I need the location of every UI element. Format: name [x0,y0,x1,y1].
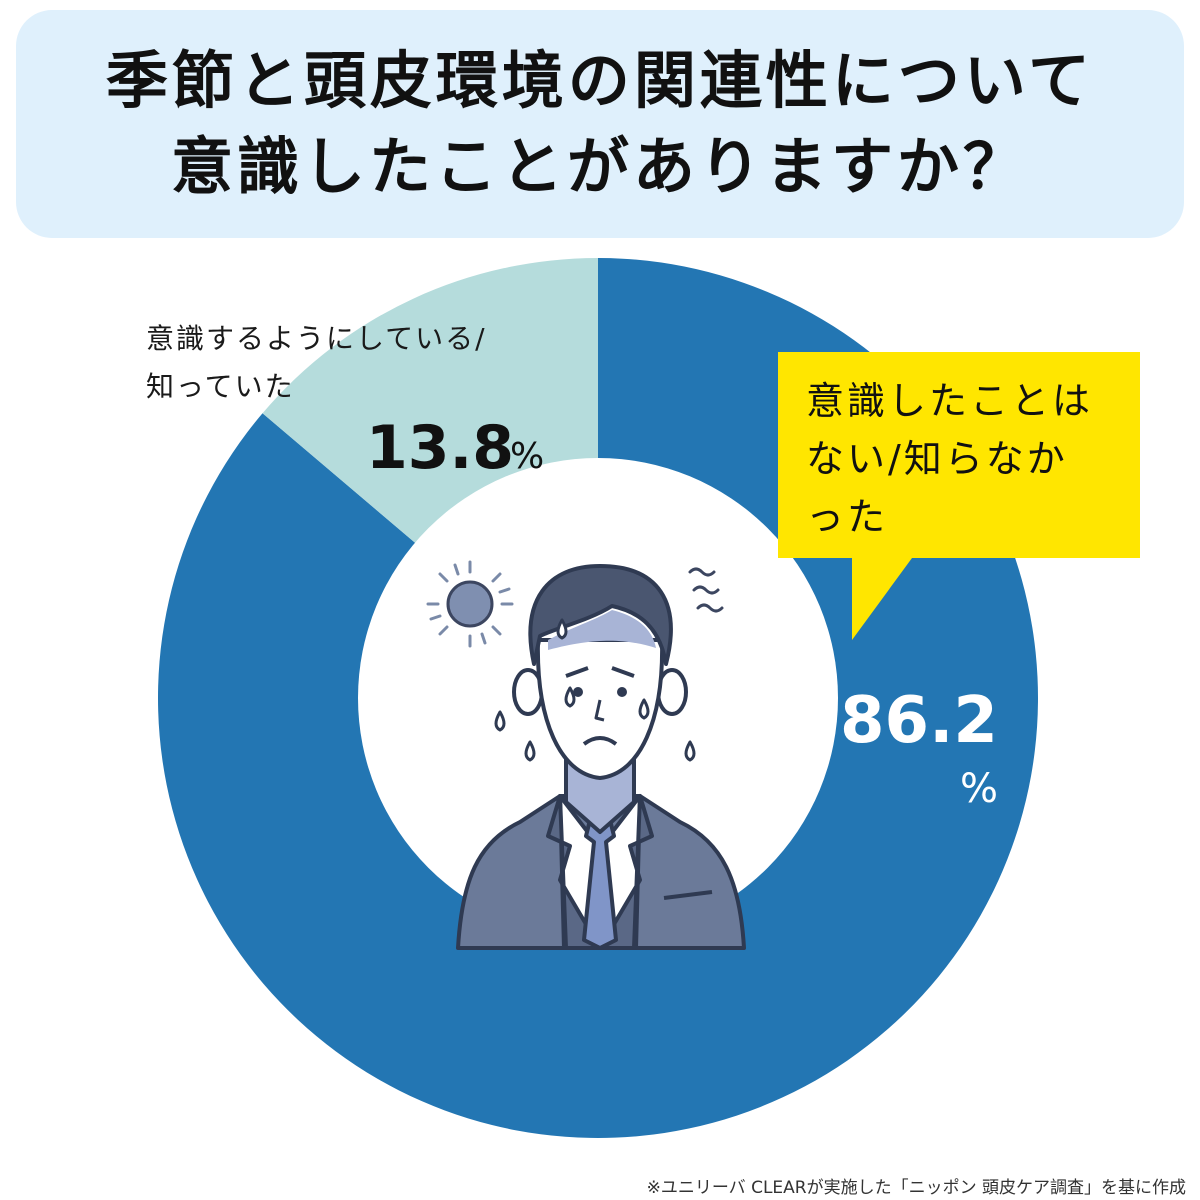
major-unit-label: % [960,766,998,812]
minor-value-label: 13.8 [366,413,514,483]
title-banner: 季節と頭皮環境の関連性について 意識したことがありますか？ [16,10,1184,238]
sun-icon [426,560,514,648]
minor-unit-label: % [510,436,544,477]
major-label-line-2: ない/知らなか [806,437,1068,481]
title-line-2: 意識したことがありますか？ [170,130,1029,203]
sweating-businessman-icon [456,564,746,950]
heat-wave-icon [688,567,724,613]
major-label-line-1: 意識したことは [806,379,1093,423]
minor-label-line-1: 意識するようにしている/ [146,322,487,355]
source-note: ※ユニリーバ CLEARが実施した「ニッポン 頭皮ケア調査」を基に作成 [646,1178,1186,1198]
major-label-line-3: った [806,495,888,539]
callout-box [778,352,1140,640]
major-value-label: 86.2 [840,684,998,758]
minor-label-line-2: 知っていた [146,370,295,403]
title-line-1: 季節と頭皮環境の関連性について [105,44,1095,117]
